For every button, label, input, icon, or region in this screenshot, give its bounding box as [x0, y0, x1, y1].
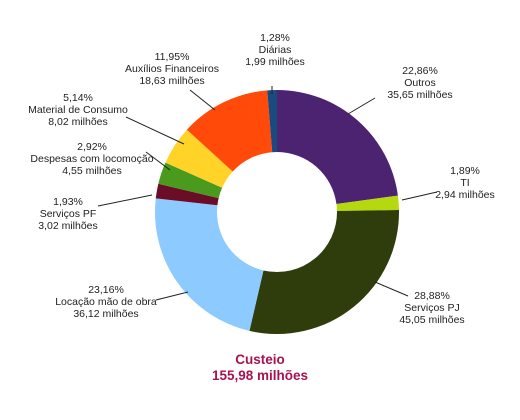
slice-name-label: Outros [404, 77, 436, 89]
slice-servi-os-pj [249, 210, 399, 334]
slice-name-label: Auxílios Financeiros [125, 63, 219, 75]
slice-percent-label: 28,88% [414, 290, 450, 302]
slice-percent-label: 1,28% [260, 32, 290, 44]
slice-name-label: Material de Consumo [28, 104, 128, 116]
slice-percent-label: 2,92% [77, 141, 107, 153]
slice-loca-o-m-o-de-obra [154, 198, 264, 331]
chart-subtitle: 155,98 milhões [211, 368, 309, 383]
slice-value-label: 8,02 milhões [48, 116, 108, 128]
slice-material-de-consumo [165, 129, 233, 188]
leader-line [155, 291, 189, 301]
slice-percent-label: 22,86% [402, 65, 438, 77]
slice-label: 28,88% Serviços PJ 45,05 milhões [387, 290, 477, 326]
chart-title-block: Custeio 155,98 milhões [0, 352, 520, 384]
leader-line [97, 194, 153, 207]
slice-despesas-com-locomo-o [158, 162, 223, 199]
slice-name-label: TI [460, 177, 470, 189]
slice-label: 5,14% Material de Consumo 8,02 milhões [13, 92, 143, 128]
slice-name-label: Locação mão de obra [55, 296, 157, 308]
slice-percent-label: 1,93% [53, 196, 83, 208]
slice-value-label: 45,05 milhões [399, 314, 465, 326]
slice-label: 2,92% Despesas com locomoção 4,55 milhões [25, 141, 160, 177]
slice-value-label: 2,94 milhões [435, 189, 495, 201]
slice-outros [277, 90, 398, 204]
leader-line [347, 97, 376, 115]
slice-label: 23,16% Locação mão de obra 36,12 milhões [41, 284, 171, 320]
slice-percent-label: 1,89% [450, 165, 480, 177]
slice-label: 1,28% Diárias 1,99 milhões [235, 32, 315, 68]
leader-line [401, 191, 438, 201]
slice-aux-lios-financeiros [186, 90, 273, 172]
slice-value-label: 4,55 milhões [62, 165, 122, 177]
slice-di-rias [267, 90, 277, 153]
slice-name-label: Despesas com locomoção [30, 153, 154, 165]
leader-line [374, 281, 409, 297]
slice-name-label: Serviços PF [39, 208, 97, 220]
slice-name-label: Diárias [258, 44, 292, 56]
slice-value-label: 1,99 milhões [245, 56, 305, 68]
slice-ti [336, 195, 399, 212]
slice-percent-label: 23,16% [88, 284, 124, 296]
slice-label: 22,86% Outros 35,65 milhões [365, 65, 475, 101]
slice-label: 1,89% TI 2,94 milhões [425, 165, 505, 201]
slice-percent-label: 11,95% [154, 51, 190, 63]
slice-value-label: 18,63 milhões [139, 75, 205, 87]
slice-percent-label: 5,14% [63, 92, 93, 104]
slice-label: 11,95% Auxílios Financeiros 18,63 milhões [112, 51, 232, 87]
slice-value-label: 35,65 milhões [387, 89, 453, 101]
chart-title: Custeio [235, 352, 285, 367]
leader-line [145, 151, 171, 171]
slice-name-label: Serviços PJ [404, 302, 460, 314]
slice-label: 1,93% Serviços PF 3,02 milhões [28, 196, 108, 232]
slice-servi-os-pf [155, 183, 219, 206]
leader-line [125, 116, 185, 145]
slice-value-label: 36,12 milhões [73, 308, 139, 320]
leader-line [189, 89, 216, 111]
slice-value-label: 3,02 milhões [38, 220, 98, 232]
